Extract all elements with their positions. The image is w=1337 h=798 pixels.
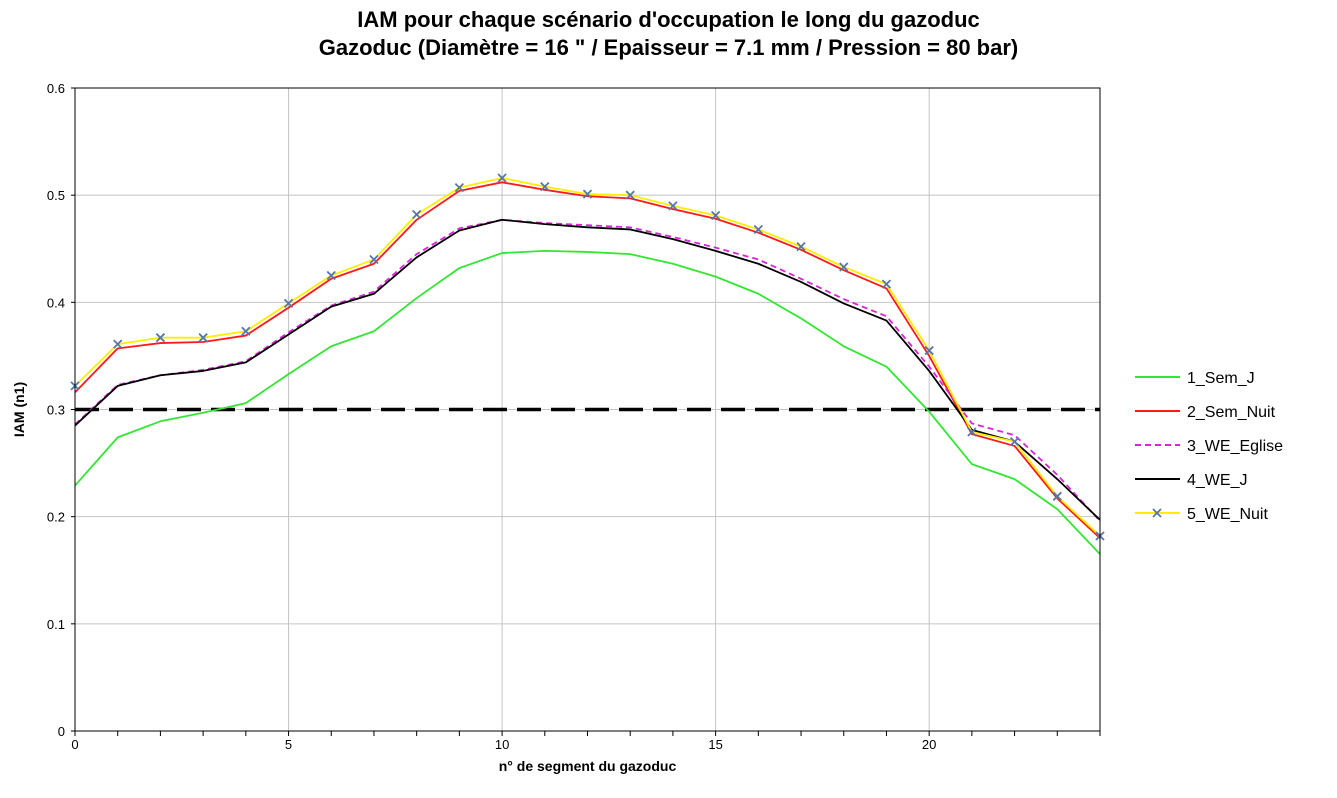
data-point-marker [839, 262, 849, 272]
data-point-marker [796, 241, 806, 252]
series-line-3_WE_Eglise [74, 218, 1101, 522]
data-point-marker [1009, 437, 1020, 447]
data-point-marker [454, 183, 465, 193]
data-point-marker [881, 279, 892, 289]
series-line-5_WE_Nuit [74, 177, 1101, 537]
data-point-marker [582, 189, 593, 199]
y-tick-label: 0 [58, 724, 65, 739]
data-point-marker [497, 173, 507, 183]
data-point-marker [625, 190, 635, 200]
x-tick-label: 0 [71, 737, 78, 752]
data-point-marker [668, 201, 678, 211]
data-point-marker [924, 345, 934, 356]
y-tick-label: 0.4 [47, 295, 65, 310]
y-tick-label: 0.1 [47, 617, 65, 632]
legend-label-3_WE_Eglise: 3_WE_Eglise [1187, 438, 1283, 455]
x-tick-label: 10 [495, 737, 509, 752]
y-tick-label: 0.2 [47, 510, 65, 525]
y-tick-label: 0.3 [47, 403, 65, 418]
data-point-marker [155, 333, 166, 343]
chart-subtitle: Gazoduc (Diamètre = 16 " / Epaisseur = 7… [318, 35, 1019, 60]
data-point-marker [967, 427, 977, 437]
y-axis-label: IAM (n1) [11, 382, 27, 437]
chart-title: IAM pour chaque scénario d'occupation le… [357, 7, 980, 32]
y-tick-label: 0.6 [47, 81, 65, 96]
data-point-marker [198, 333, 208, 343]
legend: 1_Sem_J 2_Sem_Nuit 3_WE_Eglise 4_WE_J 5_WE_N… [1135, 370, 1283, 523]
series-line-4_WE_J [74, 218, 1101, 521]
chart-title-block: IAM pour chaque scénario d'occupation le… [0, 6, 1337, 62]
data-point-marker [412, 209, 422, 220]
series-layer [70, 173, 1105, 555]
x-axis-label: n° de segment du gazoduc [499, 758, 677, 774]
data-point-marker [283, 298, 294, 309]
data-point-marker [369, 254, 379, 265]
legend-label-4_WE_J: 4_WE_J [1187, 472, 1247, 489]
series-line-1_Sem_J [74, 249, 1101, 555]
legend-label-2_Sem_Nuit: 2_Sem_Nuit [1187, 404, 1276, 421]
data-point-marker [241, 326, 251, 336]
data-point-marker [540, 181, 550, 192]
series-line-2_Sem_Nuit [74, 181, 1101, 539]
data-point-marker [326, 270, 336, 281]
data-point-marker [113, 339, 123, 349]
data-point-marker [710, 210, 721, 221]
y-tick-label: 0.5 [47, 188, 65, 203]
data-point-marker [1052, 491, 1062, 501]
legend-label-1_Sem_J: 1_Sem_J [1187, 370, 1255, 387]
x-tick-label: 20 [922, 737, 936, 752]
legend-label-5_WE_Nuit: 5_WE_Nuit [1187, 506, 1268, 523]
legend-marker [1152, 508, 1162, 518]
data-point-marker [753, 224, 763, 235]
tick-layer: 0 0.1 0.2 0.3 0.4 0.5 0.6 0 5 10 15 20 [47, 81, 1101, 752]
x-tick-label: 15 [708, 737, 722, 752]
x-tick-label: 5 [285, 737, 292, 752]
